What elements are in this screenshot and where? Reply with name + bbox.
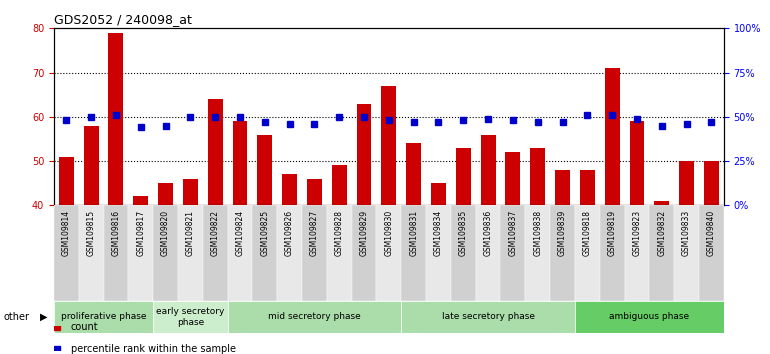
Bar: [704, 161, 719, 354]
Text: late secretory phase: late secretory phase: [441, 312, 534, 321]
Bar: [103, 205, 129, 301]
Bar: [675, 205, 699, 301]
Bar: [604, 68, 620, 354]
Bar: [600, 205, 624, 301]
Bar: [54, 301, 153, 333]
Bar: [257, 135, 273, 354]
Text: GSM109833: GSM109833: [682, 210, 691, 256]
Bar: [277, 205, 302, 301]
Bar: [575, 205, 600, 301]
Text: GSM109830: GSM109830: [384, 210, 393, 256]
Text: GSM109816: GSM109816: [112, 210, 120, 256]
Bar: [580, 170, 594, 354]
Bar: [401, 205, 426, 301]
Bar: [624, 205, 649, 301]
Bar: [699, 205, 724, 301]
Bar: [54, 205, 79, 301]
Text: GSM109821: GSM109821: [186, 210, 195, 256]
Bar: [555, 170, 570, 354]
Bar: [282, 175, 297, 354]
Text: GSM109822: GSM109822: [211, 210, 219, 256]
Bar: [253, 205, 277, 301]
Bar: [352, 205, 377, 301]
Bar: [109, 33, 123, 354]
Text: GSM109823: GSM109823: [632, 210, 641, 256]
Bar: [426, 205, 451, 301]
Bar: [59, 156, 74, 354]
Text: GSM109840: GSM109840: [707, 210, 716, 256]
Text: early secretory
phase: early secretory phase: [156, 307, 225, 326]
Bar: [332, 165, 346, 354]
Bar: [476, 205, 501, 301]
Bar: [649, 205, 675, 301]
Text: percentile rank within the sample: percentile rank within the sample: [71, 344, 236, 354]
Bar: [302, 205, 326, 301]
Text: GSM109820: GSM109820: [161, 210, 170, 256]
Text: GSM109814: GSM109814: [62, 210, 71, 256]
Text: GDS2052 / 240098_at: GDS2052 / 240098_at: [54, 13, 192, 26]
Bar: [630, 121, 644, 354]
Bar: [575, 301, 724, 333]
Bar: [307, 179, 322, 354]
Text: GSM109836: GSM109836: [484, 210, 493, 256]
Bar: [357, 104, 371, 354]
Bar: [233, 121, 247, 354]
Text: GSM109829: GSM109829: [360, 210, 369, 256]
Text: count: count: [71, 322, 99, 332]
Text: GSM109831: GSM109831: [409, 210, 418, 256]
Text: ambiguous phase: ambiguous phase: [609, 312, 689, 321]
Bar: [679, 161, 694, 354]
Bar: [381, 86, 397, 354]
Text: GSM109827: GSM109827: [310, 210, 319, 256]
Bar: [228, 301, 401, 333]
Bar: [84, 126, 99, 354]
Bar: [153, 205, 178, 301]
Bar: [480, 135, 496, 354]
Bar: [158, 183, 173, 354]
Text: GSM109834: GSM109834: [434, 210, 443, 256]
Text: GSM109819: GSM109819: [608, 210, 617, 256]
Text: mid secretory phase: mid secretory phase: [268, 312, 361, 321]
Bar: [401, 301, 575, 333]
Bar: [203, 205, 228, 301]
Bar: [531, 148, 545, 354]
Bar: [133, 196, 148, 354]
Text: GSM109825: GSM109825: [260, 210, 269, 256]
Bar: [377, 205, 401, 301]
Bar: [183, 179, 198, 354]
Text: GSM109828: GSM109828: [335, 210, 343, 256]
Text: proliferative phase: proliferative phase: [61, 312, 146, 321]
Bar: [456, 148, 470, 354]
Text: GSM109835: GSM109835: [459, 210, 468, 256]
Text: GSM109839: GSM109839: [558, 210, 567, 256]
Bar: [208, 99, 223, 354]
Bar: [129, 205, 153, 301]
Text: GSM109832: GSM109832: [658, 210, 666, 256]
Text: ▶: ▶: [40, 312, 48, 322]
Text: GSM109817: GSM109817: [136, 210, 146, 256]
Text: GSM109837: GSM109837: [508, 210, 517, 256]
Bar: [153, 301, 228, 333]
Bar: [79, 205, 103, 301]
Bar: [178, 205, 203, 301]
Text: GSM109838: GSM109838: [533, 210, 542, 256]
Bar: [525, 205, 550, 301]
Bar: [500, 205, 525, 301]
Bar: [505, 152, 521, 354]
Bar: [326, 205, 352, 301]
Text: GSM109824: GSM109824: [236, 210, 245, 256]
Text: GSM109818: GSM109818: [583, 210, 592, 256]
Bar: [654, 201, 669, 354]
Bar: [550, 205, 575, 301]
Text: GSM109826: GSM109826: [285, 210, 294, 256]
Bar: [228, 205, 253, 301]
Bar: [451, 205, 476, 301]
Bar: [431, 183, 446, 354]
Bar: [407, 143, 421, 354]
Text: other: other: [4, 312, 30, 322]
Text: GSM109815: GSM109815: [86, 210, 95, 256]
